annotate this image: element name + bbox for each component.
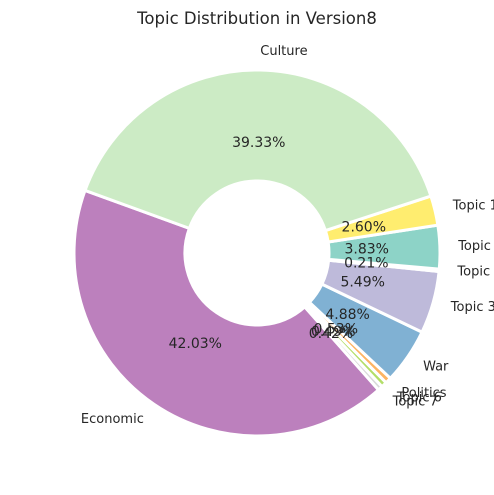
percent-label: 0.42% [309, 326, 353, 342]
slice-label: War [423, 359, 449, 374]
percent-label: 4.88% [325, 307, 369, 323]
percent-label: 3.83% [345, 241, 389, 257]
percent-label: 5.49% [340, 275, 384, 291]
percent-label: 39.33% [232, 135, 285, 151]
slice-label: Culture [260, 44, 307, 59]
slice-label: Topic 2 [456, 265, 494, 280]
percent-label: 0.21% [344, 255, 388, 271]
percent-label: 0.53% [314, 322, 358, 338]
slice-label: Topic 3 [450, 300, 494, 315]
slice-label: Politics [401, 386, 446, 401]
slice-label: Topic 1 [457, 239, 494, 254]
slice-label: Topic 6 [396, 390, 442, 405]
chart-title: Topic Distribution in Version8 [136, 9, 377, 28]
percent-labels: 42.03% 0.42%0.49%0.53%4.88% 5.49% 0.21%3.83… [169, 135, 389, 352]
percent-label: 2.60% [342, 219, 386, 235]
slice-economic [72, 188, 380, 438]
slice-label: Topic 10 [452, 199, 494, 214]
slice-label: Economic [81, 412, 144, 427]
slice-label: Topic 7 [392, 394, 438, 409]
percent-label: 42.03% [169, 336, 222, 352]
pie-slices [72, 68, 442, 438]
percent-label: 0.49% [311, 324, 355, 340]
slice-culture [83, 68, 433, 233]
